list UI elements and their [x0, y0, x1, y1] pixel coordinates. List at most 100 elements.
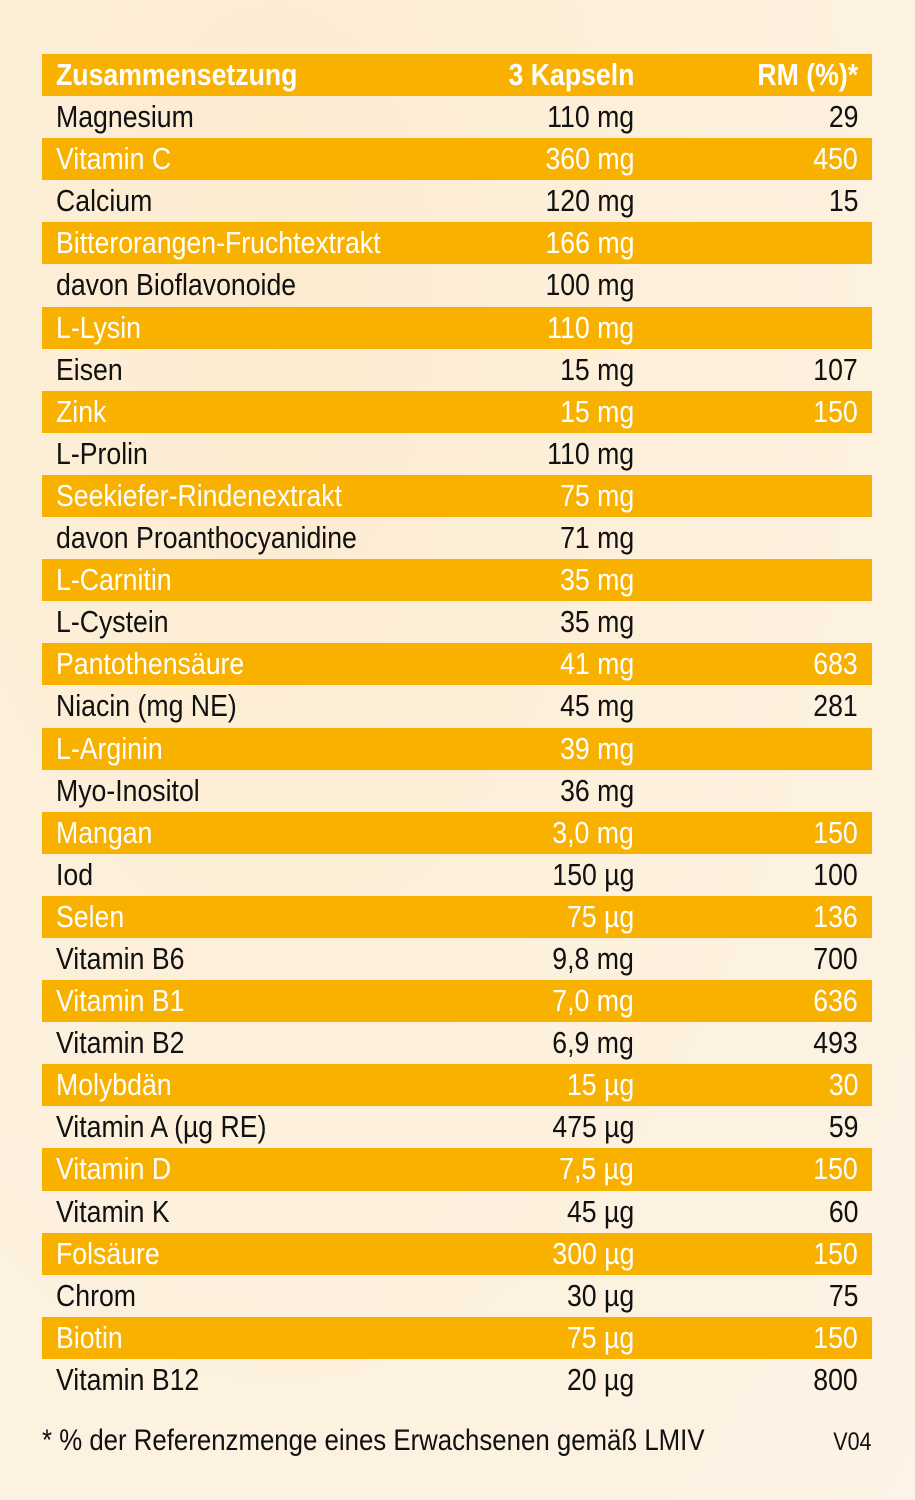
version-code: V04	[832, 1428, 871, 1456]
nutrient-amount: 35 mg	[559, 562, 634, 598]
footnote: * % der Referenzmenge eines Erwachsenen …	[42, 1424, 705, 1457]
nutrient-name: Magnesium	[56, 99, 194, 135]
table-row: Eisen 15 mg 107	[42, 349, 872, 391]
nutrient-amount: 15 mg	[559, 351, 634, 387]
table-row: Mangan 3,0 mg 150	[42, 811, 872, 854]
table-row: L-Carnitin 35 mg	[42, 559, 872, 602]
nutrient-amount: 475 µg	[551, 1109, 634, 1145]
nutrient-name: L-Arginin	[56, 730, 163, 766]
table-row: L-Lysin 110 mg	[42, 306, 872, 349]
table-row: Magnesium 110 mg 29	[42, 96, 872, 138]
nutrient-amount: 360 mg	[545, 141, 634, 177]
nutrient-amount: 75 mg	[559, 477, 634, 513]
nutrient-rm: 100	[813, 856, 858, 892]
table-row: Pantothensäure 41 mg 683	[42, 643, 872, 686]
nutrient-name: Myo-Inositol	[56, 772, 200, 808]
nutrient-name: Biotin	[56, 1319, 123, 1355]
table-row: Chrom 30 µg 75	[42, 1275, 872, 1317]
nutrient-name: L-Carnitin	[56, 562, 172, 598]
nutrient-amount: 300 µg	[551, 1235, 634, 1271]
nutrient-rm: 700	[813, 940, 858, 976]
nutrient-amount: 110 mg	[547, 309, 634, 345]
table-row: Folsäure 300 µg 150	[42, 1232, 872, 1275]
composition-table: Zusammensetzung 3 Kapseln RM (%)* Magnes…	[42, 54, 872, 1401]
nutrient-rm: 60	[828, 1193, 858, 1229]
nutrient-name: Bitterorangen-Fruchtextrakt	[56, 225, 381, 261]
table-row: L-Cystein 35 mg	[42, 601, 872, 643]
table-row: Niacin (mg NE) 45 mg 281	[42, 685, 872, 727]
nutrient-rm: 450	[813, 141, 858, 177]
table-row: Iod 150 µg 100	[42, 854, 872, 896]
nutrient-name: Molybdän	[56, 1067, 172, 1103]
nutrient-amount: 6,9 mg	[552, 1025, 634, 1061]
nutrient-name: Vitamin D	[56, 1151, 172, 1187]
nutrient-name: Folsäure	[56, 1235, 160, 1271]
nutrient-rm: 29	[828, 99, 858, 135]
nutrient-amount: 100 mg	[545, 267, 634, 303]
nutrient-name: Mangan	[56, 814, 153, 850]
header-amount: 3 Kapseln	[508, 57, 634, 92]
nutrient-name: Vitamin B1	[56, 983, 185, 1019]
nutrient-rm: 59	[828, 1109, 858, 1145]
nutrient-name: L-Lysin	[56, 309, 141, 345]
table-row: Myo-Inositol 36 mg	[42, 770, 872, 812]
nutrient-amount: 35 mg	[559, 604, 634, 640]
table-row: Biotin 75 µg 150	[42, 1316, 872, 1359]
nutrient-name: Calcium	[56, 183, 153, 219]
nutrient-amount: 45 µg	[566, 1193, 634, 1229]
nutrient-rm: 136	[813, 898, 858, 934]
nutrient-name: davon Bioflavonoide	[56, 267, 297, 303]
nutrient-amount: 3,0 mg	[552, 814, 634, 850]
nutrient-name: Selen	[56, 898, 125, 934]
table-row: Seekiefer-Rindenextrakt 75 mg	[42, 474, 872, 518]
nutrient-name: L-Prolin	[56, 435, 148, 471]
nutrient-amount: 15 mg	[559, 393, 634, 429]
table-row: Vitamin K 45 µg 60	[42, 1191, 872, 1233]
table-row: Vitamin B12 20 µg 800	[42, 1359, 872, 1401]
nutrient-name: Vitamin B2	[56, 1025, 185, 1061]
nutrient-rm: 150	[813, 1319, 858, 1355]
nutrient-amount: 120 mg	[545, 183, 634, 219]
nutrient-name: Vitamin B12	[56, 1361, 200, 1397]
table-row: Calcium 120 mg 15	[42, 180, 872, 222]
nutrient-rm: 636	[813, 983, 858, 1019]
table-row: L-Prolin 110 mg	[42, 433, 872, 475]
nutrient-amount: 110 mg	[547, 435, 634, 471]
table-row: Selen 75 µg 136	[42, 895, 872, 938]
nutrient-rm: 150	[813, 814, 858, 850]
nutrient-amount: 75 µg	[566, 1319, 634, 1355]
table-row: Vitamin B2 6,9 mg 493	[42, 1022, 872, 1064]
table-row: Vitamin D 7,5 µg 150	[42, 1148, 872, 1191]
nutrient-rm: 15	[828, 183, 858, 219]
nutrient-amount: 110 mg	[547, 99, 634, 135]
nutrient-name: Vitamin B6	[56, 940, 185, 976]
nutrient-amount: 45 mg	[559, 688, 634, 724]
table-row: davon Proanthocyanidine 71 mg	[42, 517, 872, 559]
nutrient-name: Vitamin K	[56, 1193, 170, 1229]
nutrient-rm: 800	[813, 1361, 858, 1397]
nutrient-amount: 75 µg	[566, 898, 634, 934]
table-row: Molybdän 15 µg 30	[42, 1064, 872, 1107]
nutrient-rm: 75	[828, 1277, 858, 1313]
table-row: L-Arginin 39 mg	[42, 727, 872, 770]
nutrient-amount: 39 mg	[559, 730, 634, 766]
table-row: Vitamin B1 7,0 mg 636	[42, 980, 872, 1023]
header-rm: RM (%)*	[757, 57, 858, 92]
nutrient-amount: 166 mg	[545, 225, 634, 261]
nutrient-rm: 150	[813, 1151, 858, 1187]
nutrient-amount: 36 mg	[559, 772, 634, 808]
nutrient-rm: 281	[813, 688, 858, 724]
nutrient-name: Chrom	[56, 1277, 136, 1313]
header-composition: Zusammensetzung	[56, 57, 298, 92]
table-row: Vitamin C 360 mg 450	[42, 138, 872, 181]
table-row: Vitamin B6 9,8 mg 700	[42, 938, 872, 980]
nutrient-amount: 150 µg	[551, 856, 634, 892]
nutrient-name: Vitamin C	[56, 141, 172, 177]
nutrient-name: Eisen	[56, 351, 123, 387]
nutrient-amount: 71 mg	[559, 520, 634, 556]
nutrient-amount: 7,5 µg	[559, 1151, 634, 1187]
table-row: Bitterorangen-Fruchtextrakt 166 mg	[42, 222, 872, 265]
nutrient-rm: 493	[813, 1025, 858, 1061]
nutrient-name: L-Cystein	[56, 604, 169, 640]
nutrient-name: Zink	[56, 393, 107, 429]
